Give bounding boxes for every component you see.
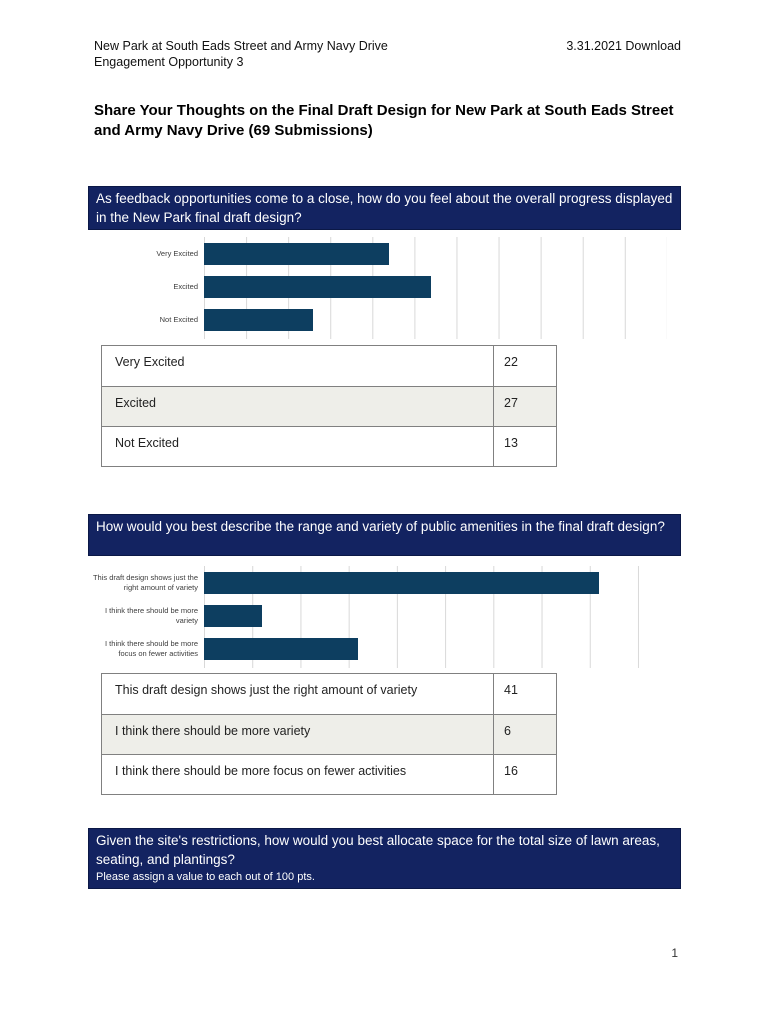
question-1-text: As feedback opportunities come to a clos… bbox=[96, 191, 673, 225]
table-count-value: 22 bbox=[493, 346, 556, 386]
table-count-value: 6 bbox=[493, 715, 556, 754]
table-answer-label: I think there should be more focus on fe… bbox=[115, 764, 407, 778]
table-count-value: 27 bbox=[493, 387, 556, 426]
chart-bar bbox=[204, 308, 314, 331]
header-date: 3.31.2021 bbox=[566, 39, 622, 53]
question-1-bar-chart: Very Excited Excited Not Excited bbox=[92, 237, 667, 339]
table-row: Very Excited 22 bbox=[102, 346, 556, 386]
chart-2-category-labels: This draft design shows just the right a… bbox=[92, 566, 198, 668]
chart-bar bbox=[204, 604, 262, 627]
page-number: 1 bbox=[671, 946, 678, 960]
chart-category-label: Very Excited bbox=[156, 248, 198, 258]
header-project-line1: New Park at South Eads Street and Army N… bbox=[94, 39, 388, 53]
question-3-banner: Given the site's restrictions, how would… bbox=[88, 828, 681, 889]
question-2-text: How would you best describe the range an… bbox=[96, 519, 665, 534]
download-link[interactable]: Download bbox=[625, 39, 681, 53]
table-answer-label: This draft design shows just the right a… bbox=[115, 683, 418, 697]
question-2-results-table: This draft design shows just the right a… bbox=[101, 673, 557, 795]
question-2-banner: How would you best describe the range an… bbox=[88, 514, 681, 556]
chart-bar-row bbox=[204, 566, 667, 599]
table-row: Excited 27 bbox=[102, 386, 556, 426]
table-row: I think there should be more variety 6 bbox=[102, 714, 556, 754]
table-answer-label: Not Excited bbox=[115, 436, 179, 450]
chart-bar bbox=[204, 571, 600, 594]
chart-1-plot-area bbox=[204, 237, 667, 339]
chart-category-label: Excited bbox=[173, 281, 198, 291]
chart-2-plot-area bbox=[204, 566, 667, 668]
table-row: I think there should be more focus on fe… bbox=[102, 754, 556, 794]
document-header: New Park at South Eads Street and Army N… bbox=[94, 38, 681, 70]
chart-category-label: I think there should be more focus on fe… bbox=[105, 639, 198, 658]
table-count-value: 41 bbox=[493, 674, 556, 714]
chart-bar-row bbox=[204, 599, 667, 632]
chart-category-label: This draft design shows just the right a… bbox=[92, 573, 198, 592]
chart-bar-row bbox=[204, 237, 667, 270]
page-title: Share Your Thoughts on the Final Draft D… bbox=[94, 102, 674, 139]
chart-bar bbox=[204, 637, 359, 660]
table-count-value: 16 bbox=[493, 755, 556, 794]
table-answer-label: I think there should be more variety bbox=[115, 724, 311, 738]
question-2-bar-chart: This draft design shows just the right a… bbox=[92, 566, 667, 668]
header-meta: 3.31.2021 Download bbox=[566, 38, 681, 70]
question-1-banner: As feedback opportunities come to a clos… bbox=[88, 186, 681, 230]
chart-1-category-labels: Very Excited Excited Not Excited bbox=[92, 237, 198, 339]
question-3-text: Given the site's restrictions, how would… bbox=[96, 833, 660, 867]
chart-category-label: I think there should be more variety bbox=[105, 606, 198, 625]
table-row: Not Excited 13 bbox=[102, 426, 556, 466]
chart-bar-row bbox=[204, 632, 667, 665]
chart-category-label: Not Excited bbox=[159, 314, 198, 324]
chart-bar bbox=[204, 275, 432, 298]
header-project-info: New Park at South Eads Street and Army N… bbox=[94, 38, 388, 70]
chart-bar-row bbox=[204, 270, 667, 303]
chart-bar-row bbox=[204, 303, 667, 336]
header-project-line2: Engagement Opportunity 3 bbox=[94, 55, 244, 69]
table-count-value: 13 bbox=[493, 427, 556, 466]
question-3-subtitle: Please assign a value to each out of 100… bbox=[96, 871, 315, 883]
table-answer-label: Excited bbox=[115, 396, 156, 410]
chart-bar bbox=[204, 242, 390, 265]
table-row: This draft design shows just the right a… bbox=[102, 674, 556, 714]
question-1-results-table: Very Excited 22 Excited 27 Not Excited 13 bbox=[101, 345, 557, 467]
table-answer-label: Very Excited bbox=[115, 355, 185, 369]
